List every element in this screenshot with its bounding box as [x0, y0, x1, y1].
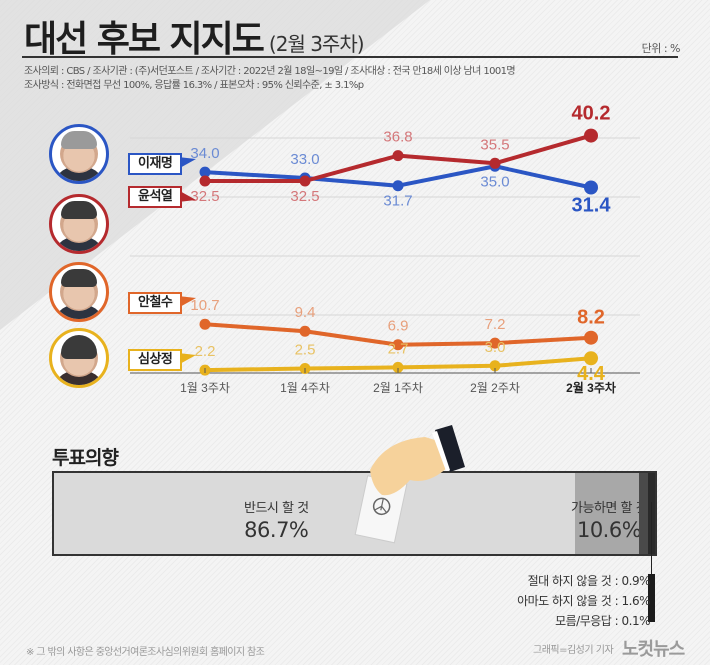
value-label: 40.2: [572, 103, 611, 125]
unit-label: 단위 : %: [641, 42, 681, 55]
data-point: [584, 128, 598, 143]
x-tick-label: 1월 4주차: [280, 381, 330, 395]
data-point: [392, 180, 404, 192]
value-label: 6.9: [388, 318, 409, 335]
segment-if-possible: 가능하면 할 것 10.6%: [571, 473, 648, 554]
legend-tag-yoon: 윤석열: [128, 186, 183, 208]
legend-tag-lee: 이재명: [128, 153, 183, 175]
legend-tag-sim: 심상정: [128, 349, 183, 371]
data-point: [199, 318, 211, 330]
segment-definitely-label: 반드시 할 것 86.7%: [244, 501, 309, 542]
small-segments-labels: 절대 하지 않을 것 : 0.9% 아마도 하지 않을 것 : 1.6% 모름/…: [517, 571, 650, 631]
data-point: [489, 360, 501, 372]
value-label: 32.5: [290, 188, 319, 205]
data-point: [489, 157, 501, 169]
avatar-yoon: [49, 194, 109, 254]
data-point: [392, 150, 404, 162]
value-label: 35.5: [480, 136, 509, 153]
data-point: [584, 330, 598, 345]
value-label: 35.0: [480, 173, 509, 190]
segment-if-possible-label: 가능하면 할 것 10.6%: [571, 501, 648, 542]
nocut-news-logo: 노컷뉴스: [622, 639, 685, 660]
value-label: 2.7: [388, 340, 409, 357]
value-label: 2.5: [295, 342, 316, 359]
data-point: [199, 166, 211, 178]
page-title: 대선 후보 지지도 (2월 3주차): [24, 10, 365, 62]
survey-meta-line2: 조사방식 : 전화면접 무선 100%, 응답률 16.3% / 표본오차 : …: [24, 80, 364, 91]
data-point: [584, 180, 598, 195]
value-label: 33.0: [290, 151, 319, 168]
value-label: 31.4: [572, 194, 612, 216]
data-point: [392, 361, 404, 373]
data-point: [584, 351, 598, 366]
title-sub: (2월 3주차): [268, 32, 365, 56]
value-label: 34.0: [190, 145, 219, 162]
value-label: 32.5: [190, 188, 219, 205]
vote-intention-title: 투표의향: [52, 447, 119, 469]
data-point: [299, 325, 311, 337]
footnote: ※ 그 밖의 사항은 중앙선거여론조사심의위원회 홈페이지 참조: [26, 647, 265, 658]
value-label: 7.2: [485, 316, 506, 333]
small-segments-bar: [648, 574, 655, 622]
graphic-credit: 그래픽=김성기 기자: [533, 645, 614, 656]
value-label: 10.7: [190, 297, 219, 314]
x-tick-label: 1월 3주차: [180, 381, 230, 395]
data-point: [392, 339, 404, 351]
value-label: 4.4: [577, 363, 606, 385]
leader-line: [651, 502, 652, 574]
value-label: 9.4: [295, 304, 316, 321]
label-probably-not: 아마도 하지 않을 것 : 1.6%: [517, 594, 650, 608]
x-tick-label: 2월 1주차: [373, 381, 423, 395]
legend-tag-ahn: 안철수: [128, 292, 183, 314]
title-main: 대선 후보 지지도: [24, 19, 265, 60]
x-tick-label: 2월 3주차: [566, 380, 616, 395]
value-label: 2.2: [195, 343, 216, 360]
data-point: [489, 337, 501, 349]
data-point: [299, 175, 311, 187]
label-definitely-not: 절대 하지 않을 것 : 0.9%: [527, 574, 651, 588]
segment-definitely: 반드시 할 것 86.7%: [54, 473, 576, 554]
value-label: 8.2: [577, 307, 605, 329]
avatar-sim: [49, 328, 109, 388]
ballot-hand-illustration: [354, 425, 465, 544]
survey-meta-line1: 조사의뢰 : CBS / 조사기관 : (주)서던포스트 / 조사기간 : 20…: [24, 66, 516, 77]
value-label: 31.7: [383, 193, 412, 210]
value-label: 3.0: [485, 339, 506, 356]
avatar-lee: [49, 124, 109, 184]
label-dont-know: 모름/무응답 : 0.1%: [555, 614, 650, 628]
data-point: [199, 175, 211, 187]
x-tick-label: 2월 2주차: [470, 381, 520, 395]
title-divider: [22, 56, 678, 58]
segment-probably-not: [638, 473, 649, 554]
avatar-ahn: [49, 262, 109, 322]
value-label: 36.8: [383, 129, 412, 146]
vote-intention-bar: 반드시 할 것 86.7% 가능하면 할 것 10.6%: [52, 471, 657, 556]
